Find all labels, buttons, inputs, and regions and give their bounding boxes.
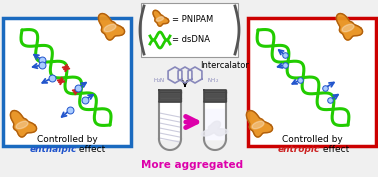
Polygon shape [252, 121, 264, 129]
Polygon shape [201, 121, 228, 136]
Text: Controlled by: Controlled by [37, 136, 98, 144]
Text: NH$_2$: NH$_2$ [207, 76, 219, 85]
Polygon shape [104, 24, 116, 32]
Text: More aggregated: More aggregated [141, 160, 243, 170]
Polygon shape [336, 14, 363, 40]
Text: Intercalator: Intercalator [200, 61, 249, 70]
Polygon shape [156, 17, 164, 21]
Polygon shape [342, 24, 354, 32]
Polygon shape [98, 14, 124, 40]
Polygon shape [16, 121, 28, 129]
Text: = PNIPAM: = PNIPAM [172, 15, 213, 24]
Polygon shape [153, 10, 169, 26]
Text: effect: effect [320, 145, 349, 155]
FancyBboxPatch shape [248, 18, 376, 146]
Polygon shape [11, 111, 37, 137]
FancyBboxPatch shape [141, 3, 238, 57]
Text: Controlled by: Controlled by [282, 136, 342, 144]
FancyBboxPatch shape [3, 18, 131, 146]
Text: H$_2$N: H$_2$N [153, 76, 165, 85]
Text: entropic: entropic [278, 145, 320, 155]
Polygon shape [246, 111, 273, 137]
Text: effect: effect [76, 145, 105, 155]
Text: enthalpic: enthalpic [29, 145, 77, 155]
Text: = dsDNA: = dsDNA [172, 36, 210, 44]
